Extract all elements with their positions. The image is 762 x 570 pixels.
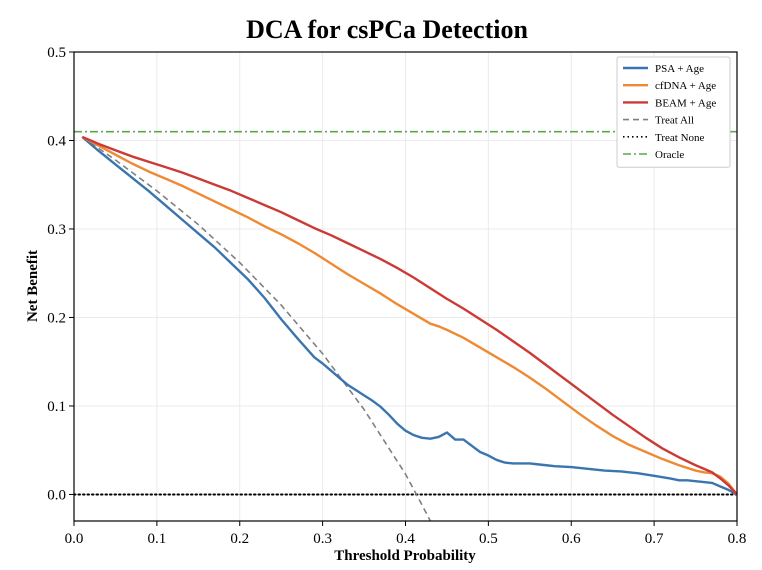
legend-label: BEAM + Age [655,97,716,109]
legend: PSA + Age cfDNA + Age BEAM + Age Treat All T… [616,56,731,168]
series-line-treat-all [81,136,432,521]
x-tick-label: 0.2 [230,531,249,547]
y-tick-label: 0.3 [47,222,66,238]
x-tick-label: 0.3 [313,531,332,547]
y-tick-label: 0.0 [47,487,66,503]
x-axis: 0.0 0.1 0.2 0.3 0.4 0.5 0.6 0.7 0.8 [65,521,747,547]
legend-label: Treat All [655,115,694,127]
x-tick-label: 0.0 [65,531,84,547]
plot-area [74,130,737,521]
series-line-beam-age [81,135,737,496]
series-line-psa-age [81,136,737,496]
y-tick-label: 0.4 [47,133,66,149]
x-tick-label: 0.8 [728,531,747,547]
y-tick-label: 0.5 [47,45,66,61]
chart-title: DCA for csPCa Detection [246,15,528,44]
x-tick-label: 0.4 [396,531,415,547]
x-tick-label: 0.6 [562,531,581,547]
x-axis-label: Threshold Probability [334,548,476,564]
y-axis-label: Net Benefit [25,250,41,322]
series-line-cfdna-age [81,135,737,496]
y-tick-label: 0.2 [47,310,66,326]
x-tick-label: 0.1 [148,531,167,547]
legend-label: cfDNA + Age [655,80,716,92]
y-axis: 0.0 0.1 0.2 0.3 0.4 0.5 [47,45,74,503]
legend-label: Treat None [655,132,705,144]
x-tick-label: 0.5 [479,531,498,547]
y-tick-label: 0.1 [47,399,66,415]
x-tick-label: 0.7 [645,531,664,547]
legend-label: Oracle [655,149,684,161]
legend-label: PSA + Age [655,63,704,75]
